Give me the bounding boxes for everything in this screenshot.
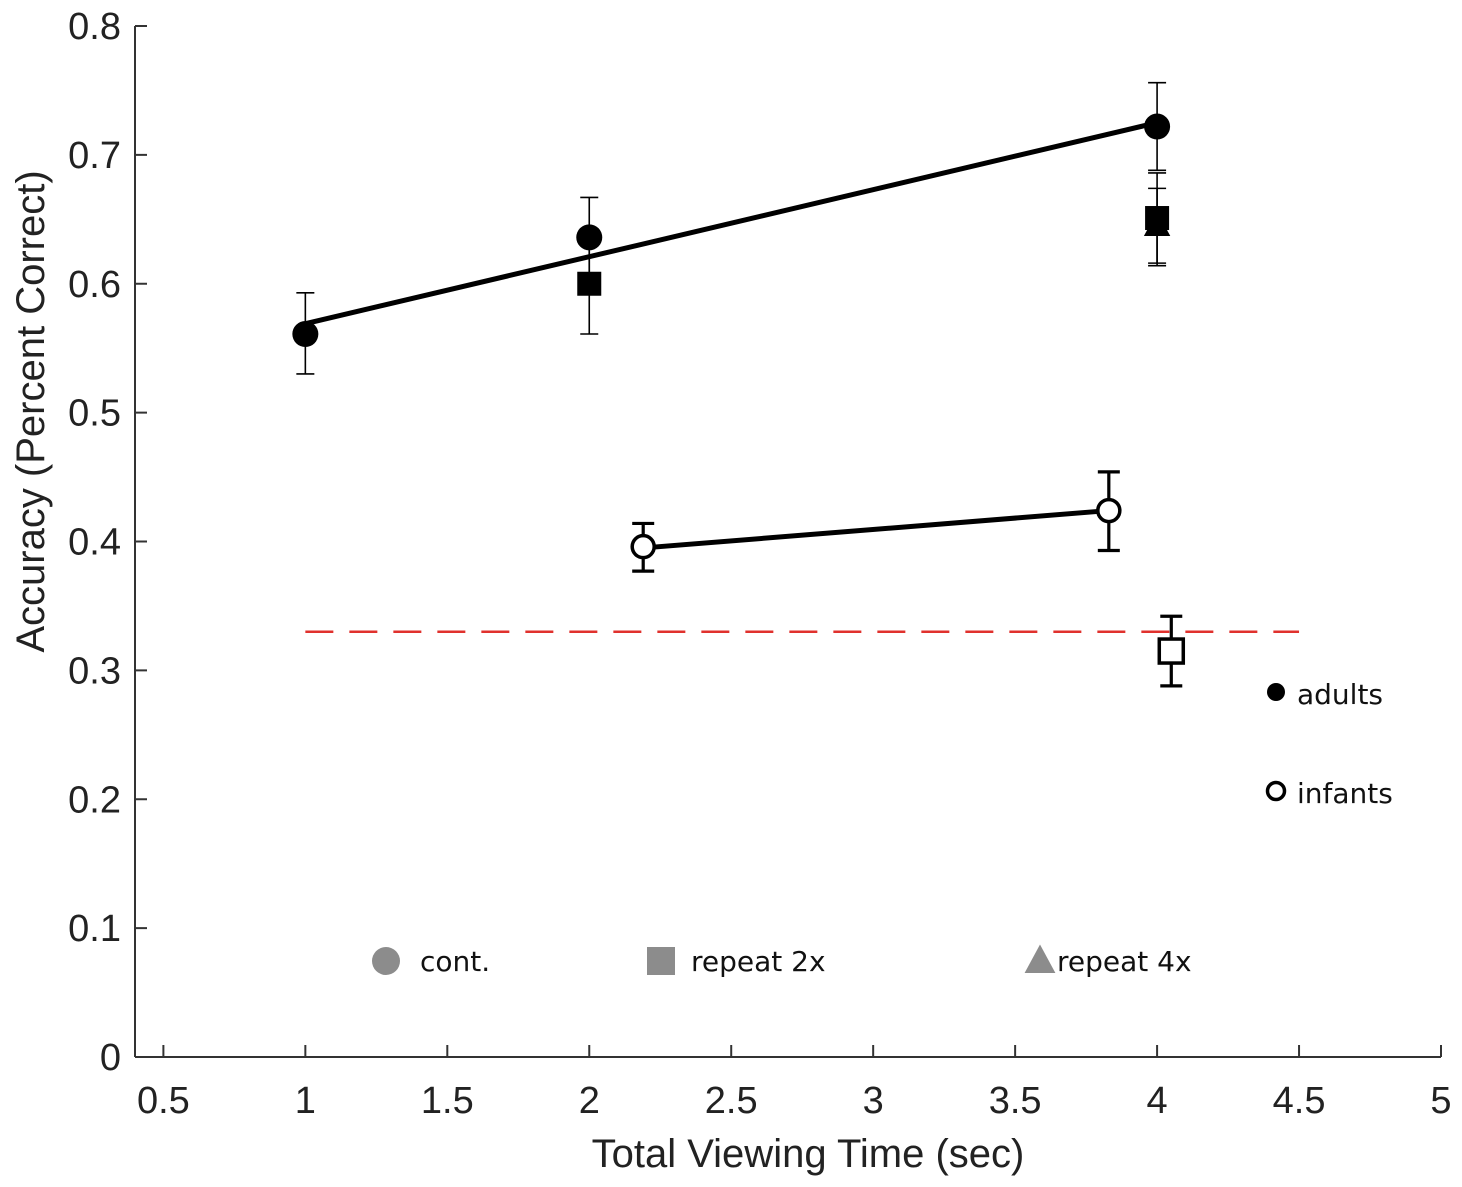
adults-circle-marker: [1144, 113, 1171, 140]
adults-circle-marker: [576, 224, 603, 251]
y-tick-label: 0.1: [68, 908, 121, 950]
infants-circle-marker: [1096, 497, 1122, 524]
legend-infants-label: infants: [1297, 777, 1393, 810]
x-tick-label: 2.5: [705, 1080, 758, 1122]
markers: [292, 113, 1186, 665]
infants-circle-marker: [630, 533, 656, 560]
legend-adults-label: adults: [1297, 678, 1383, 711]
x-tick-label: 0.5: [137, 1080, 190, 1122]
legend-cont-icon: [372, 947, 400, 975]
error-bars: [296, 81, 1183, 688]
lines: [304, 120, 1300, 633]
legend-adults-icon: [1267, 683, 1285, 701]
legend-repeat-4x-label: repeat 4x: [1057, 945, 1192, 978]
y-tick-label: 0.2: [68, 779, 121, 821]
x-tick-label: 4: [1147, 1080, 1168, 1122]
x-tick-label: 1: [295, 1080, 316, 1122]
adults-triangle-marker: [1143, 211, 1171, 237]
axes: [134, 25, 1442, 1058]
y-tick-label: 0.8: [68, 6, 121, 48]
x-tick-label: 1.5: [421, 1080, 474, 1122]
infants-fit-line: [643, 508, 1110, 551]
legend-cont-label: cont.: [420, 945, 490, 978]
y-tick-label: 0.4: [68, 522, 121, 564]
legend-infants-icon: [1265, 780, 1287, 802]
y-tick-label: 0.3: [68, 650, 121, 692]
x-tick-label: 2: [579, 1080, 600, 1122]
tick-labels: 0.5 1 1.5 2 2.5 3 3.5 4 4.5 5 0 0.1 0.2 0.3 0.4 0.5 0.6 0…: [68, 6, 1451, 1122]
adults-square-marker: [577, 271, 602, 296]
legend-repeat-2x-label: repeat 2x: [691, 945, 826, 978]
infants-square-marker: [1157, 637, 1186, 665]
adults-circle-marker: [292, 321, 319, 348]
y-axis-label: Accuracy (Percent Correct): [9, 170, 53, 652]
y-tick-label: 0.7: [68, 135, 121, 177]
legend-repeat-4x-icon: [1024, 944, 1056, 973]
x-tick-label: 5: [1430, 1080, 1451, 1122]
y-tick-label: 0: [100, 1037, 121, 1079]
x-tick-label: 3.5: [989, 1080, 1042, 1122]
y-tick-label: 0.6: [68, 264, 121, 306]
legend-repeat-2x-icon: [647, 947, 675, 975]
legends: adults infants cont. repeat 2x repeat 4x: [372, 678, 1393, 978]
x-axis-label: Total Viewing Time (sec): [592, 1132, 1025, 1176]
y-tick-label: 0.5: [68, 393, 121, 435]
x-tick-label: 4.5: [1273, 1080, 1326, 1122]
adults-fit-line: [304, 120, 1158, 327]
x-tick-label: 3: [863, 1080, 884, 1122]
